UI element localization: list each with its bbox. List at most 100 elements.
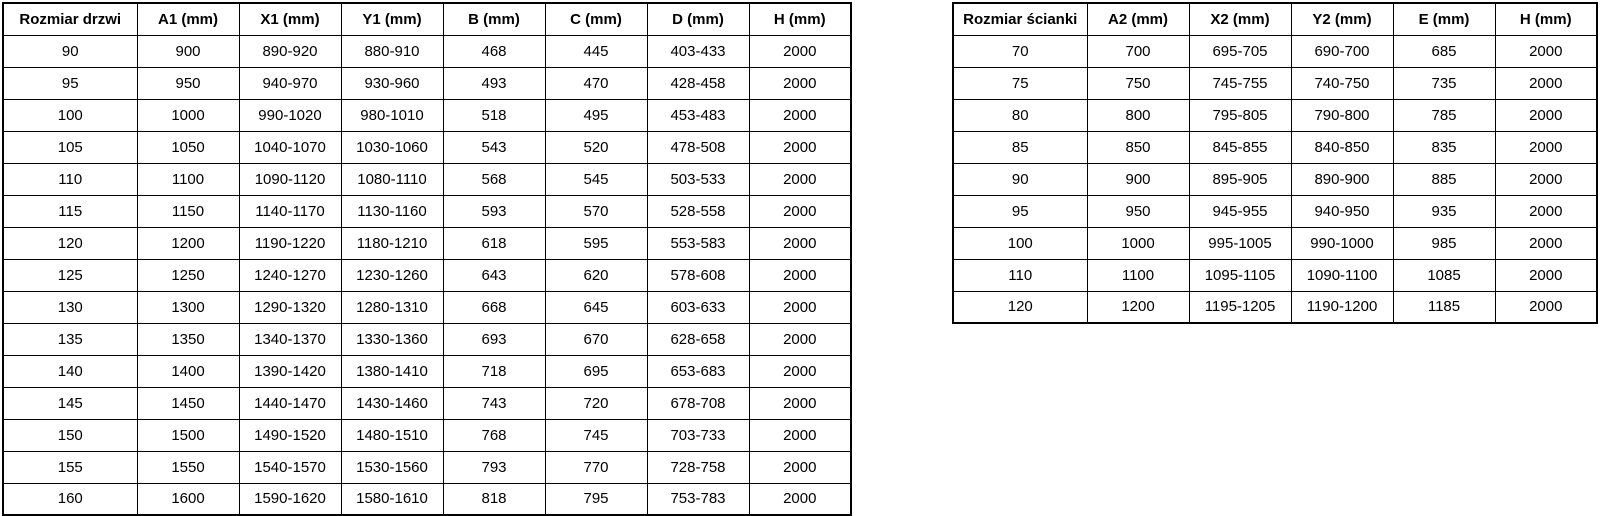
table-row: 130 1300 1290-1320 1280-1310 668 645 603-633 20…	[2, 290, 852, 324]
table-cell: 1530-1560	[340, 450, 444, 484]
table-cell: 1290-1320	[238, 290, 342, 324]
table-cell: 980-1010	[340, 98, 444, 132]
table-row: 100 1000 995-1005 990-1000 985 2000	[952, 226, 1598, 260]
table-cell: 1040-1070	[238, 130, 342, 164]
table-cell: 543	[442, 130, 546, 164]
table-cell: 1000	[136, 98, 240, 132]
table-row: 155 1550 1540-1570 1530-1560 793 770 728-758 20…	[2, 450, 852, 484]
table-cell: 668	[442, 290, 546, 324]
table-cell: 1140-1170	[238, 194, 342, 228]
table-cell: 890-920	[238, 34, 342, 68]
table-cell: 90	[2, 34, 138, 68]
table-cell: 1100	[136, 162, 240, 196]
table-cell: 545	[544, 162, 648, 196]
table-cell: 2000	[1494, 34, 1598, 68]
table-cell: 428-458	[646, 66, 750, 100]
table-cell: 100	[2, 98, 138, 132]
table-cell: 940-970	[238, 66, 342, 100]
table-cell: 795-805	[1188, 98, 1292, 132]
table-row: 95 950 945-955 940-950 935 2000	[952, 194, 1598, 228]
table-cell: 518	[442, 98, 546, 132]
table-row: 160 1600 1590-1620 1580-1610 818 795 753-783 20…	[2, 482, 852, 516]
table-cell: 125	[2, 258, 138, 292]
table-row: 90 900 890-920 880-910 468 445 403-433 2000	[2, 34, 852, 68]
table-row: 80 800 795-805 790-800 785 2000	[952, 98, 1598, 132]
door-table-header-row: Rozmiar drzwi A1 (mm) X1 (mm) Y1 (mm) B (mm)…	[2, 2, 852, 36]
table-cell: 2000	[1494, 66, 1598, 100]
table-cell: 2000	[748, 66, 852, 100]
table-cell: 80	[952, 98, 1088, 132]
table-row: 95 950 940-970 930-960 493 470 428-458 2000	[2, 66, 852, 100]
column-header: A2 (mm)	[1086, 2, 1190, 36]
table-cell: 800	[1086, 98, 1190, 132]
table-cell: 2000	[748, 194, 852, 228]
table-cell: 1080-1110	[340, 162, 444, 196]
table-cell: 1250	[136, 258, 240, 292]
table-cell: 793	[442, 450, 546, 484]
table-cell: 70	[952, 34, 1088, 68]
table-cell: 990-1020	[238, 98, 342, 132]
table-row: 140 1400 1390-1420 1380-1410 718 695 653-683 20…	[2, 354, 852, 388]
table-cell: 1200	[1086, 290, 1190, 324]
column-header: C (mm)	[544, 2, 648, 36]
table-cell: 1240-1270	[238, 258, 342, 292]
table-cell: 900	[1086, 162, 1190, 196]
table-cell: 690-700	[1290, 34, 1394, 68]
table-cell: 1150	[136, 194, 240, 228]
table-cell: 728-758	[646, 450, 750, 484]
table-cell: 95	[952, 194, 1088, 228]
table-cell: 2000	[1494, 162, 1598, 196]
table-cell: 2000	[1494, 290, 1598, 324]
table-cell: 1480-1510	[340, 418, 444, 452]
table-cell: 1380-1410	[340, 354, 444, 388]
table-cell: 2000	[748, 130, 852, 164]
table-cell: 645	[544, 290, 648, 324]
table-cell: 1095-1105	[1188, 258, 1292, 292]
table-cell: 718	[442, 354, 546, 388]
column-header: Rozmiar drzwi	[2, 2, 138, 36]
table-row: 115 1150 1140-1170 1130-1160 593 570 528-558 20…	[2, 194, 852, 228]
table-cell: 120	[952, 290, 1088, 324]
table-cell: 935	[1392, 194, 1496, 228]
table-cell: 110	[952, 258, 1088, 292]
table-cell: 105	[2, 130, 138, 164]
table-cell: 1195-1205	[1188, 290, 1292, 324]
table-cell: 95	[2, 66, 138, 100]
table-cell: 840-850	[1290, 130, 1394, 164]
table-cell: 2000	[748, 226, 852, 260]
table-cell: 2000	[748, 418, 852, 452]
table-cell: 468	[442, 34, 546, 68]
table-cell: 2000	[1494, 98, 1598, 132]
table-cell: 750	[1086, 66, 1190, 100]
table-cell: 1000	[1086, 226, 1190, 260]
table-cell: 753-783	[646, 482, 750, 516]
table-cell: 120	[2, 226, 138, 260]
column-header: H (mm)	[1494, 2, 1598, 36]
table-cell: 1280-1310	[340, 290, 444, 324]
table-cell: 670	[544, 322, 648, 356]
table-row: 105 1050 1040-1070 1030-1060 543 520 478-508 20…	[2, 130, 852, 164]
table-row: 135 1350 1340-1370 1330-1360 693 670 628-658 20…	[2, 322, 852, 356]
table-cell: 770	[544, 450, 648, 484]
wall-table-header-row: Rozmiar ścianki A2 (mm) X2 (mm) Y2 (mm) E (m…	[952, 2, 1598, 36]
table-cell: 720	[544, 386, 648, 420]
table-cell: 950	[136, 66, 240, 100]
table-cell: 685	[1392, 34, 1496, 68]
table-cell: 130	[2, 290, 138, 324]
table-cell: 985	[1392, 226, 1496, 260]
table-cell: 950	[1086, 194, 1190, 228]
column-header: Y2 (mm)	[1290, 2, 1394, 36]
table-cell: 2000	[1494, 226, 1598, 260]
table-cell: 745	[544, 418, 648, 452]
table-cell: 1600	[136, 482, 240, 516]
table-row: 120 1200 1195-1205 1190-1200 1185 2000	[952, 290, 1598, 324]
column-header: A1 (mm)	[136, 2, 240, 36]
table-cell: 85	[952, 130, 1088, 164]
table-cell: 1090-1100	[1290, 258, 1394, 292]
table-cell: 785	[1392, 98, 1496, 132]
table-cell: 850	[1086, 130, 1190, 164]
table-cell: 1130-1160	[340, 194, 444, 228]
table-cell: 453-483	[646, 98, 750, 132]
table-cell: 75	[952, 66, 1088, 100]
column-header: D (mm)	[646, 2, 750, 36]
